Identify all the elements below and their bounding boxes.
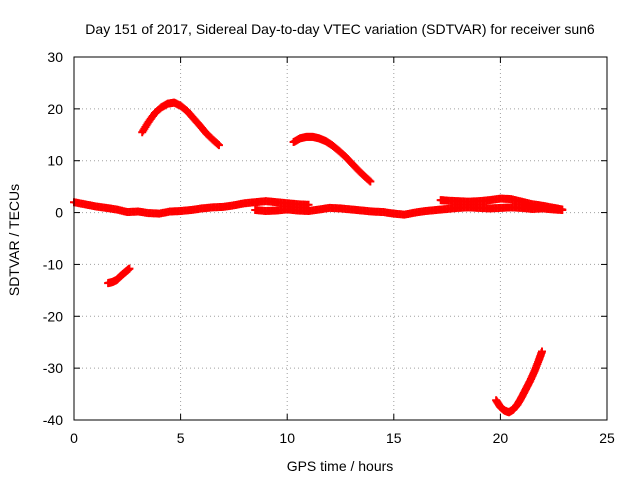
series-arc-near-zero-3 [436,194,567,214]
data-point [366,177,375,186]
series-arc-low-early [104,264,134,288]
y-tick-label: -40 [43,412,63,428]
y-tick-label: 0 [55,205,63,221]
y-axis-label: SDTVAR / TECUs [6,184,22,296]
chart-title: Day 151 of 2017, Sidereal Day-to-day VTE… [85,21,595,37]
chart-series [70,98,567,417]
chart-grid [74,57,607,420]
y-tick-label: 20 [47,101,63,117]
series-arc-trough-evening [492,347,546,417]
x-axis-label: GPS time / hours [287,458,394,474]
x-tick-label: 20 [493,430,509,446]
y-tick-label: -20 [43,308,63,324]
series-arc-peak-midday [289,132,375,186]
data-point [214,141,223,150]
data-point [125,264,134,273]
y-tick-label: 30 [47,49,63,65]
y-tick-label: -10 [43,256,63,272]
x-tick-label: 0 [70,430,78,446]
x-tick-label: 25 [599,430,615,446]
x-tick-label: 15 [386,430,402,446]
x-tick-label: 5 [177,430,185,446]
x-tick-label: 10 [279,430,295,446]
plot-frame [73,56,608,421]
y-tick-label: 10 [47,153,63,169]
series-arc-peak-morning [138,98,223,150]
data-point [537,347,546,356]
chart-ticks: 0 5 10 15 20 25 -40 -30 -20 -10 0 10 20 30 [43,49,615,446]
y-tick-label: -30 [43,360,63,376]
data-point [558,205,567,214]
